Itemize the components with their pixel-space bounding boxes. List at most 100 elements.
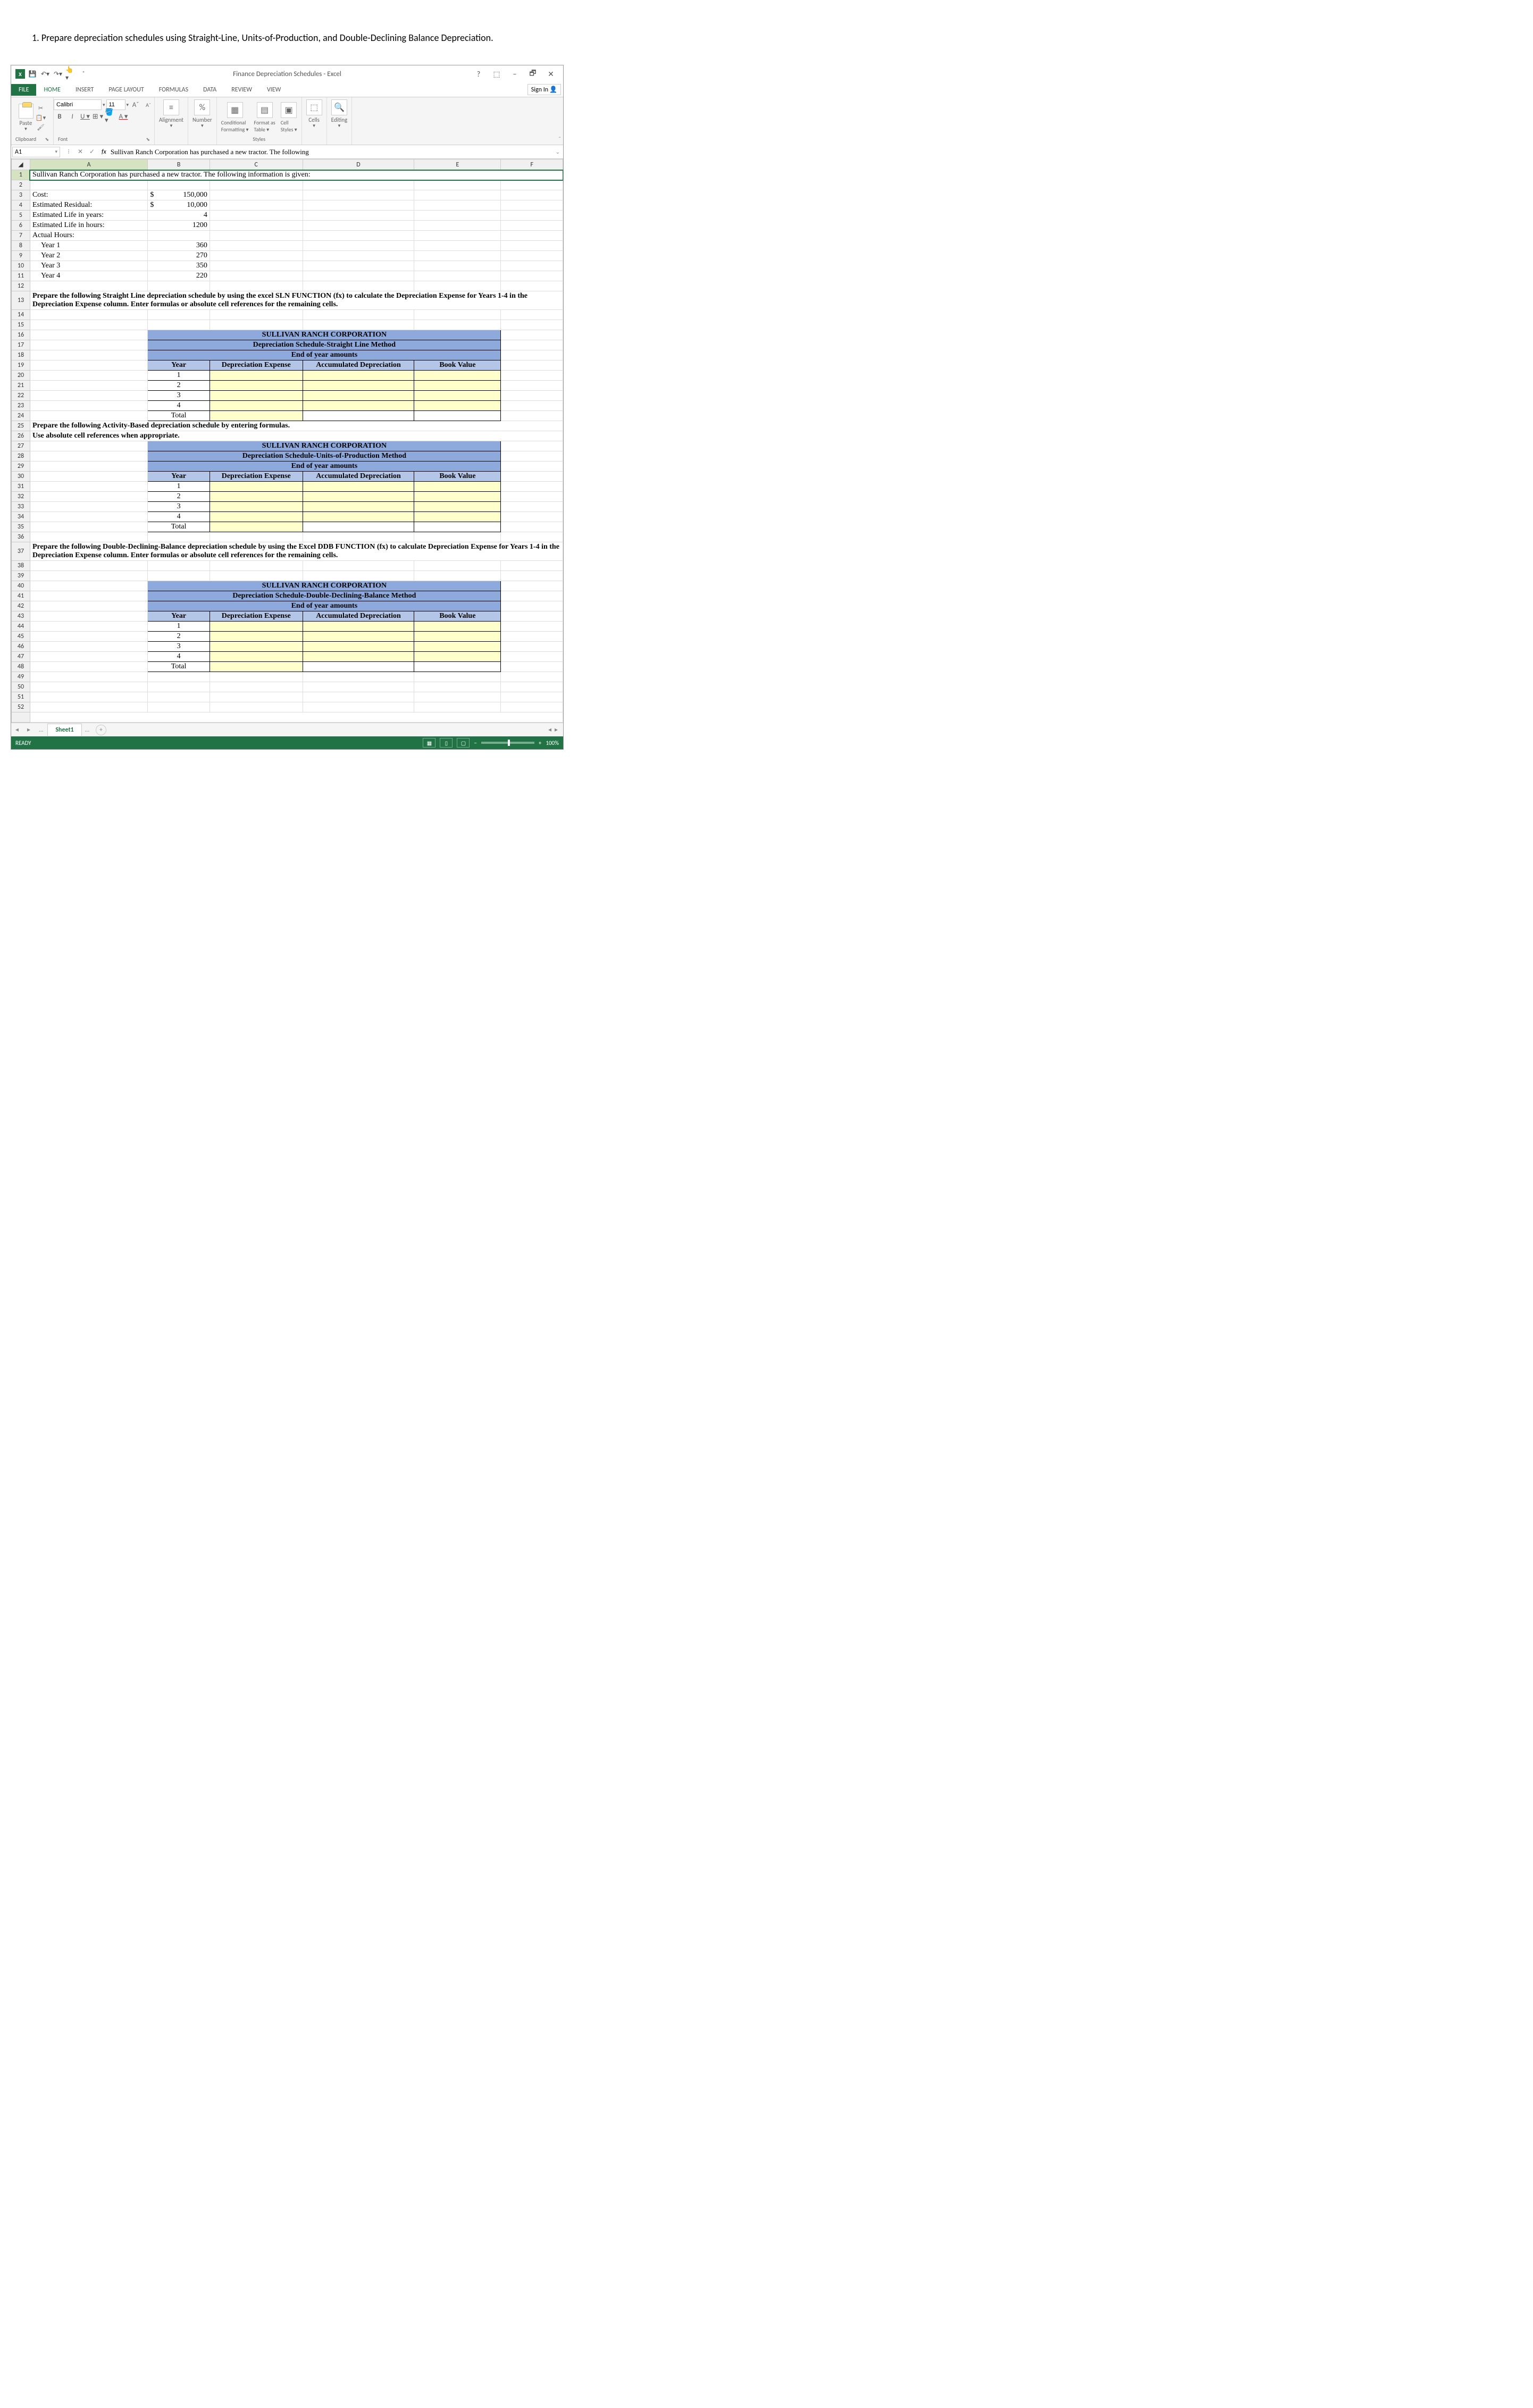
view-page-break-button[interactable]: ▢ [457,738,470,748]
paste-button[interactable]: Paste ▼ [19,104,33,132]
row-header[interactable]: 4 [12,200,30,211]
cell[interactable] [501,601,563,611]
cell[interactable] [210,281,303,291]
row-header[interactable]: 47 [12,652,30,662]
cell[interactable]: SULLIVAN RANCH CORPORATION [148,581,501,591]
cell[interactable] [501,411,563,421]
cell[interactable] [30,712,563,723]
row-header[interactable]: 24 [12,411,30,421]
cell[interactable] [148,682,210,692]
cell[interactable] [501,281,563,291]
cell[interactable] [210,522,303,532]
col-header-B[interactable]: B [148,160,210,170]
cell[interactable] [303,211,414,221]
row-header[interactable]: 34 [12,512,30,522]
cell[interactable] [501,261,563,271]
number-button[interactable]: % Number ▼ [192,99,212,129]
cell[interactable] [414,310,501,320]
zoom-level[interactable]: 100% [546,740,559,746]
cell[interactable] [210,180,303,190]
cell[interactable] [303,251,414,261]
cell[interactable] [501,642,563,652]
tab-page-layout[interactable]: PAGE LAYOUT [101,84,151,96]
row-header[interactable]: 46 [12,642,30,652]
cell[interactable] [501,360,563,371]
cell[interactable]: Year 4 [30,271,147,281]
cell[interactable]: Book Value [414,611,501,622]
select-all-corner[interactable]: ◢ [12,160,30,170]
format-as-table-button[interactable]: ▤ Format asTable ▾ [254,102,275,133]
cell[interactable] [303,180,414,190]
cell[interactable] [414,622,501,632]
hscroll-left[interactable]: ◂ [548,726,551,734]
cell[interactable] [30,441,147,451]
cell[interactable] [30,692,147,702]
cell[interactable] [30,320,147,330]
cell[interactable] [303,281,414,291]
cell[interactable] [501,622,563,632]
cell[interactable] [210,310,303,320]
cell[interactable]: Actual Hours: [30,231,147,241]
cell[interactable] [210,532,303,542]
cell[interactable] [210,502,303,512]
cell[interactable] [414,492,501,502]
cell[interactable] [30,330,147,340]
row-header[interactable]: 37 [12,542,30,561]
cell[interactable]: Estimated Residual: [30,200,147,211]
row-header[interactable]: 41 [12,591,30,601]
cell[interactable] [30,642,147,652]
cell[interactable] [501,251,563,261]
cell[interactable] [303,502,414,512]
cell[interactable]: 3 [148,391,210,401]
cell[interactable] [414,371,501,381]
cell[interactable] [30,702,147,712]
row-header[interactable]: 2 [12,180,30,190]
conditional-formatting-button[interactable]: ▦ ConditionalFormatting ▾ [221,102,249,133]
cell[interactable] [30,591,147,601]
cell[interactable] [148,310,210,320]
cell[interactable] [303,320,414,330]
cell[interactable]: End of year amounts [148,350,501,360]
cell[interactable] [303,200,414,211]
tab-nav-more[interactable]: … [35,726,47,734]
font-name-select[interactable] [54,99,102,110]
font-color-button[interactable]: A ▾ [118,111,129,122]
cell[interactable] [501,271,563,281]
row-header[interactable]: 19 [12,360,30,371]
row-header[interactable]: 52 [12,702,30,712]
cell[interactable] [414,251,501,261]
cell[interactable] [303,271,414,281]
zoom-slider[interactable] [481,742,534,744]
cell[interactable] [148,702,210,712]
cell[interactable]: Depreciation Schedule-Straight Line Meth… [148,340,501,350]
cell[interactable] [501,381,563,391]
row-header[interactable]: 29 [12,462,30,472]
cell[interactable] [210,221,303,231]
cell[interactable]: Estimated Life in hours: [30,221,147,231]
cell[interactable] [210,411,303,421]
row-header[interactable]: 8 [12,241,30,251]
cell[interactable]: Depreciation Expense [210,611,303,622]
cell[interactable] [210,561,303,571]
cell[interactable] [414,200,501,211]
cell[interactable] [414,241,501,251]
cell[interactable] [501,492,563,502]
cell[interactable] [414,221,501,231]
cell[interactable] [30,561,147,571]
cell[interactable] [303,310,414,320]
cell[interactable] [303,672,414,682]
cell[interactable] [303,221,414,231]
cell[interactable]: 2 [148,381,210,391]
row-header[interactable]: 48 [12,662,30,672]
cell[interactable] [501,692,563,702]
view-normal-button[interactable]: ▦ [423,738,435,748]
cell[interactable] [210,231,303,241]
cell[interactable] [30,472,147,482]
cell[interactable] [501,522,563,532]
cell[interactable]: Year 1 [30,241,147,251]
cell[interactable] [210,632,303,642]
cell[interactable] [303,231,414,241]
cut-button[interactable]: ✂ [36,104,46,112]
cell[interactable] [30,532,147,542]
cell[interactable] [303,241,414,251]
